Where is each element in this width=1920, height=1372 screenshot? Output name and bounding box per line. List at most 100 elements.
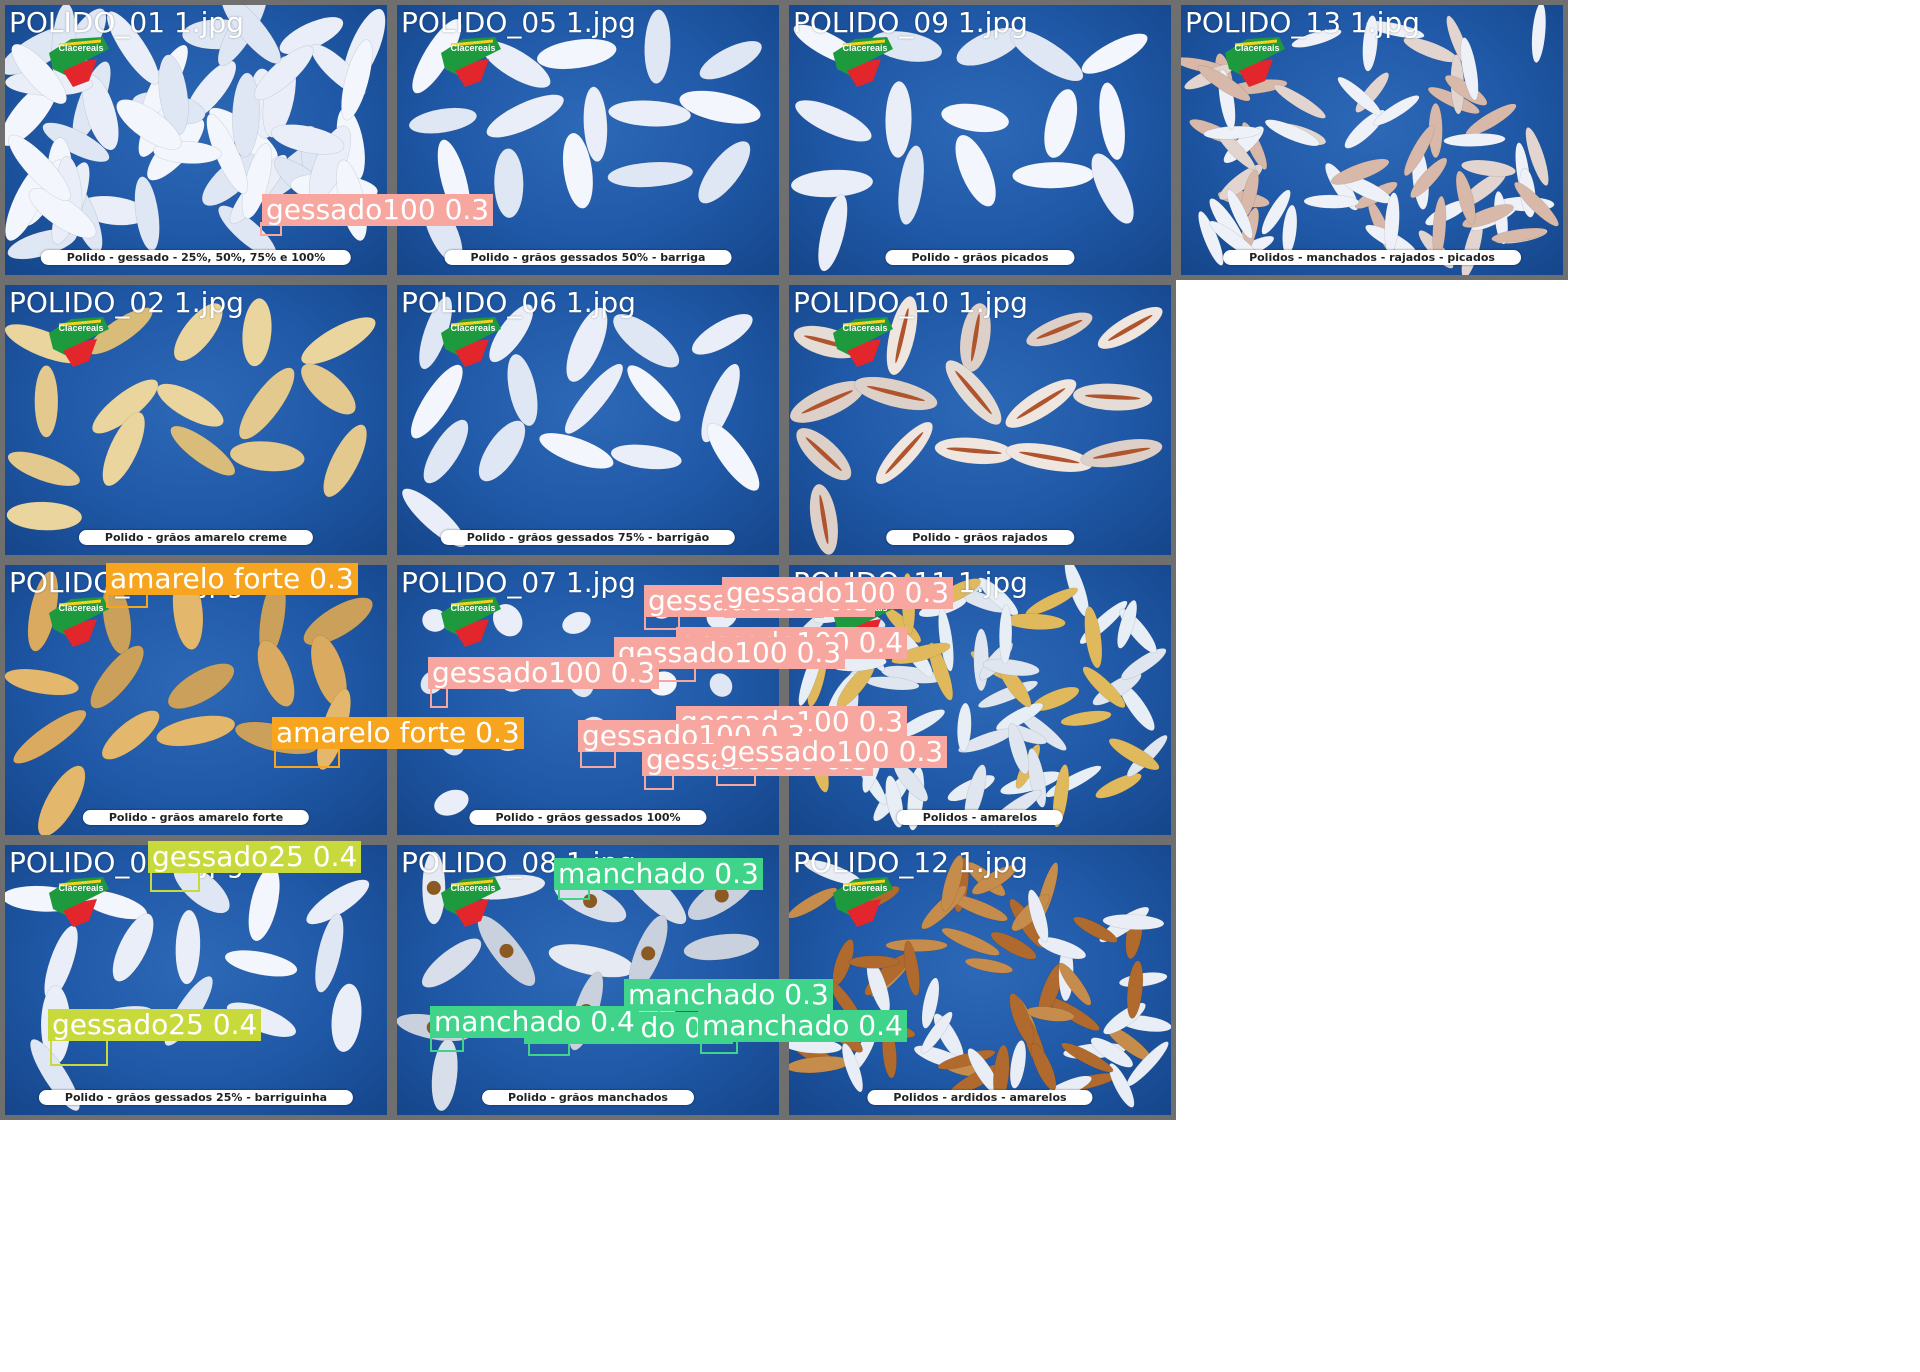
grain-stain: [714, 888, 729, 903]
rice-grain: [421, 938, 482, 988]
rice-grain: [1366, 20, 1425, 39]
rice-grain: [1037, 936, 1087, 960]
image-filename: POLIDO_09 1.jpg: [793, 6, 1028, 39]
rice-grain: [7, 451, 81, 487]
rice-grain: [90, 645, 145, 709]
grain-stripe: [801, 390, 854, 414]
rice-grain: [173, 302, 223, 362]
rice-grain: [1455, 170, 1476, 225]
image-tile: Clacereais POLIDO_05 1.jpg Polido - grãos …: [392, 0, 784, 280]
image-tile: Clacereais POLIDO_06 1.jpg Polido - grãos …: [392, 280, 784, 560]
rice-grain: [539, 432, 614, 469]
rice-grain: [790, 169, 874, 198]
rice-grain: [1261, 189, 1291, 235]
rice-grain: [1009, 29, 1084, 82]
rice-grain: [1264, 119, 1320, 147]
rice-grain: [6, 501, 83, 531]
rice-grain: [608, 100, 692, 127]
rice-grain: [1073, 916, 1118, 943]
image-caption: Polidos - ardidos - amarelos: [867, 1090, 1093, 1105]
rice-grain: [998, 604, 1013, 665]
rice-grain: [1043, 88, 1078, 159]
clacereais-logo: Clacereais: [49, 877, 109, 927]
rice-grain: [995, 702, 1044, 732]
image-caption: Polidos - manchados - rajados - picados: [1223, 250, 1521, 265]
rice-grain: [1108, 1063, 1135, 1108]
rice-grain: [1120, 648, 1167, 680]
image-caption: Polido - grãos manchados: [482, 1090, 694, 1105]
grain-stain: [583, 894, 598, 908]
rice-grain: [1061, 1042, 1114, 1073]
rice-grain: [28, 188, 97, 239]
image-filename: POLIDO_02 1.jpg: [9, 286, 244, 319]
logo-text: Clacereais: [450, 883, 495, 893]
rice-grain: [1291, 28, 1342, 48]
rice-grain: [1461, 159, 1516, 177]
logo-text: Clacereais: [450, 323, 495, 333]
rice-grain: [956, 702, 972, 753]
rice-grain: [1012, 161, 1095, 189]
rice-grain: [1197, 65, 1251, 102]
rice-grain: [1030, 1042, 1057, 1091]
image-filename: POLIDO_01 1.jpg: [9, 6, 244, 39]
rice-grain: [1443, 133, 1506, 147]
rice-grain: [116, 99, 182, 150]
rice-grain: [323, 424, 368, 498]
rice-grain: [478, 420, 526, 482]
clacereais-logo: Clacereais: [49, 37, 109, 87]
rice-grains: [408, 9, 763, 265]
rice-grain: [1058, 962, 1092, 1006]
image-tile: Clacereais POLIDO_12 1.jpg Polidos - ardid…: [784, 840, 1176, 1120]
rice-grain: [841, 1043, 864, 1093]
rice-grain: [493, 148, 524, 219]
rice-grain: [561, 611, 592, 635]
clacereais-logo: Clacereais: [441, 37, 501, 87]
rice-grain: [885, 938, 948, 952]
rice-grain: [990, 931, 1037, 960]
rice-grain: [1095, 773, 1142, 799]
rice-grain: [224, 949, 298, 977]
rice-grain: [1027, 748, 1047, 808]
rice-grain: [1514, 181, 1559, 227]
image-caption: Polido - grãos gessados 100%: [469, 810, 707, 825]
rice-grain: [1084, 606, 1103, 669]
logo-text: Clacereais: [1234, 43, 1279, 53]
rice-grain: [221, 5, 281, 64]
rice-grain: [566, 307, 608, 383]
rice-grain: [106, 11, 160, 85]
rice-grain: [1007, 722, 1030, 775]
rice-grain: [242, 298, 272, 367]
image-filename: POLIDO_13 1.jpg: [1185, 6, 1420, 39]
rice-grain: [955, 134, 997, 207]
rice-grain: [102, 411, 146, 487]
rice-grain: [897, 145, 925, 225]
image-caption: Polido - grãos gessados 25% - barriguinh…: [38, 1090, 354, 1105]
rice-grain: [37, 765, 86, 835]
rice-grains: [401, 296, 760, 548]
rice-grain: [817, 194, 848, 272]
image-caption: Polido - grãos amarelo forte: [82, 810, 310, 825]
rice-grain: [134, 176, 160, 252]
rice-grain: [8, 134, 71, 202]
rice-grain: [920, 1011, 953, 1054]
rice-grain: [1373, 95, 1420, 126]
detection-label: gessado100 0.3: [716, 736, 948, 768]
rice-grain: [1082, 666, 1126, 709]
rice-grains: [5, 298, 376, 531]
rice-grains: [5, 5, 386, 260]
clacereais-logo: Clacereais: [441, 597, 501, 647]
rice-grain: [885, 80, 912, 159]
rice-grain: [231, 72, 260, 158]
rice-grain: [423, 419, 469, 484]
rice-grain: [607, 161, 694, 188]
image-filename: POLIDO_05 1.jpg: [401, 6, 636, 39]
logo-text: Clacereais: [58, 323, 103, 333]
grain-stripe: [1036, 319, 1083, 339]
image-filename: POLIDO_10 1.jpg: [793, 286, 1028, 319]
rice-grain: [1403, 124, 1435, 177]
logo-text: Clacereais: [450, 43, 495, 53]
rice-grain: [536, 38, 617, 70]
rice-grain: [691, 313, 753, 355]
rice-grain: [238, 367, 295, 440]
